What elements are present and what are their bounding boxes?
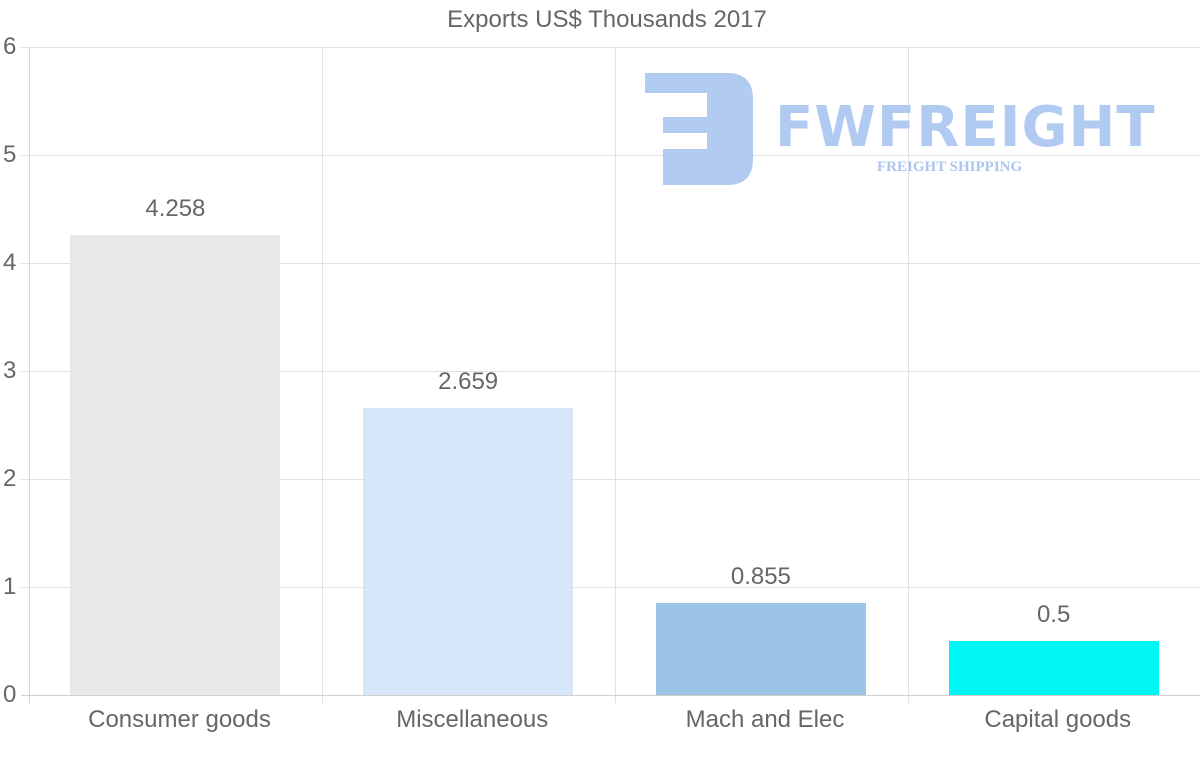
y-grid-line: [21, 47, 1200, 48]
x-grid-line: [615, 47, 616, 703]
bar-value-label: 4.258: [145, 195, 206, 223]
watermark-tagline: FREIGHT SHIPPING: [877, 159, 1023, 175]
fwfreight-watermark-logo: FWFREIGHT FREIGHT SHIPPING: [645, 73, 1155, 188]
y-tick-label: 1: [3, 573, 17, 600]
x-tick-label: Capital goods: [984, 706, 1132, 733]
bar-consumer-goods[interactable]: [70, 235, 281, 695]
y-grid-line: [21, 479, 1200, 480]
x-tick-label: Mach and Elec: [685, 706, 845, 733]
bar-value-label: 2.659: [438, 367, 499, 395]
chart-title: Exports US$ Thousands 2017: [447, 6, 767, 33]
y-tick-label: 3: [3, 357, 17, 384]
x-tick-label: Miscellaneous: [396, 706, 549, 733]
y-grid-line: [21, 695, 1200, 696]
fwfreight-logo-icon: [645, 73, 753, 185]
y-grid-line: [21, 587, 1200, 588]
x-grid-line: [908, 47, 909, 703]
watermark-brand: FWFREIGHT: [775, 95, 1156, 160]
x-tick-label: Consumer goods: [88, 706, 271, 733]
bar-capital-goods[interactable]: [948, 641, 1159, 695]
y-tick-label: 6: [3, 33, 17, 60]
bar-miscellaneous[interactable]: [363, 407, 574, 695]
y-grid-line: [21, 155, 1200, 156]
y-tick-label: 2: [3, 465, 17, 492]
x-grid-line: [322, 47, 323, 703]
y-axis-line: [29, 47, 30, 703]
y-grid-line: [21, 263, 1200, 264]
y-tick-label: 4: [3, 249, 17, 276]
bar-value-label: 0.5: [1036, 601, 1071, 628]
y-grid-line: [21, 371, 1200, 372]
y-tick-label: 5: [3, 141, 17, 168]
plot-area: 4.258 2.659 0.855 0.5: [21, 47, 1200, 703]
bar-mach-and-elec[interactable]: [655, 602, 866, 695]
y-tick-label: 0: [3, 681, 17, 708]
bar-value-label: 0.855: [730, 562, 791, 590]
